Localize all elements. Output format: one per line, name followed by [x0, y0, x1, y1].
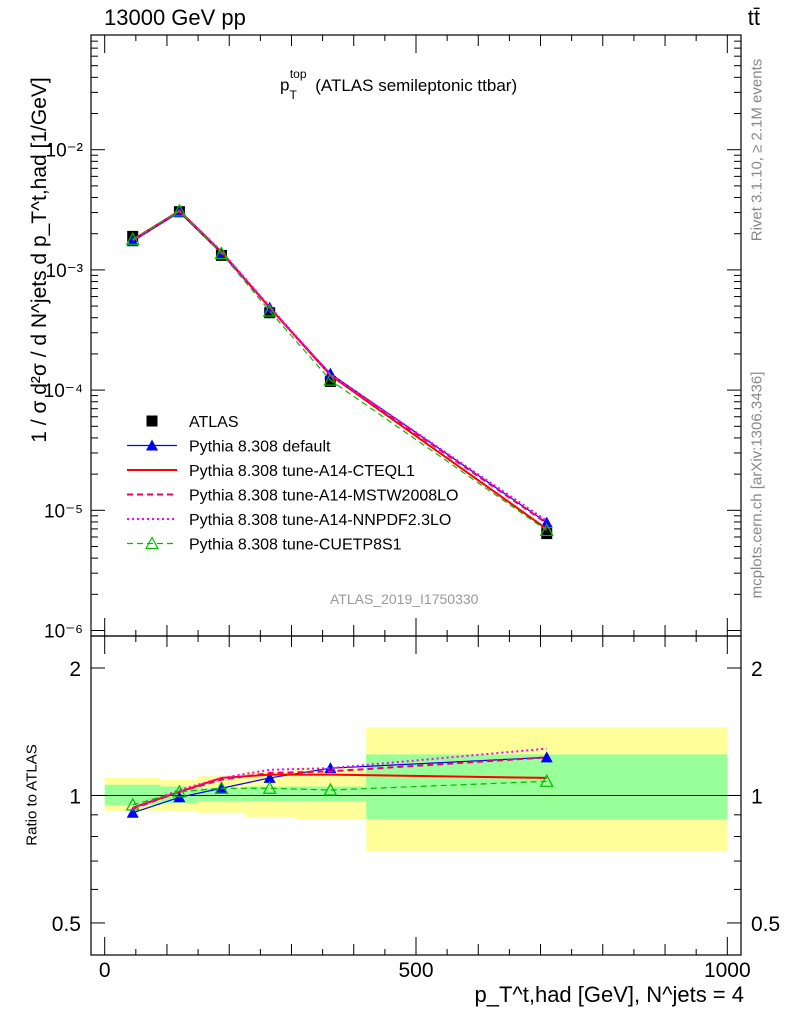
ratio-point-cuetp8s1: [262, 780, 277, 794]
y-tick-label-main: 10⁻²: [46, 141, 84, 162]
main-point-cuetp8s1: [125, 231, 140, 245]
y-tick-label-main: 10⁻⁴: [44, 381, 83, 402]
main-point-default: [126, 235, 139, 247]
legend-marker-cuetp8s1: [144, 536, 160, 550]
plot-title-rest: (ATLAS semileptonic ttbar): [315, 75, 518, 95]
main-point-data: [541, 528, 553, 540]
ratio-series-line-cuetp8s1: [132, 780, 547, 806]
legend-label: Pythia 8.308 tune-A14-NNPDF2.3LO: [189, 512, 451, 529]
ratio-y-tick-label-right: 2: [751, 658, 763, 681]
main-point-cuetp8s1: [172, 203, 187, 217]
ratio-point-cuetp8s1: [323, 782, 338, 796]
main-point-cuetp8s1: [262, 303, 277, 317]
main-point-cuetp8s1: [214, 246, 229, 260]
analysis-id-label: ATLAS_2019_I1750330: [330, 591, 479, 607]
ratio-series-line-mstw: [132, 756, 547, 810]
ratio-series-line-default: [132, 756, 547, 814]
x-tick-label: 0: [99, 959, 111, 982]
ratio-y-tick-label-right: 0.5: [751, 913, 780, 936]
ratio-point-cuetp8s1: [172, 784, 187, 798]
legend-label: Pythia 8.308 tune-CUETP8S1: [189, 537, 402, 554]
ratio-y-tick-label: 1: [69, 785, 81, 808]
main-point-default: [540, 516, 553, 528]
x-tick-label: 500: [398, 959, 433, 982]
ratio-band-inner: [104, 784, 161, 805]
legend-marker-data: [146, 415, 158, 427]
ratio-band-inner: [294, 786, 367, 802]
legend-label: Pythia 8.308 default: [189, 439, 331, 456]
main-point-cuetp8s1: [539, 523, 554, 537]
ratio-point-cuetp8s1: [214, 780, 229, 794]
ratio-point-default: [126, 806, 139, 818]
plot-title-sub: T: [289, 88, 297, 103]
process-label: tt̄: [747, 5, 760, 30]
ratio-band-inner: [198, 788, 245, 802]
x-axis-label: p_T^t,had [GeV], N^jets = 4: [474, 982, 745, 1007]
ratio-point-default: [540, 751, 553, 763]
main-point-cuetp8s1: [323, 372, 338, 386]
ratio-series-line-nnpdf: [132, 747, 547, 809]
collision-energy-label: 13000 GeV pp: [104, 5, 246, 30]
plot-title-main: p: [280, 75, 290, 95]
main-point-data: [324, 375, 336, 387]
y-tick-label-main: 10⁻³: [46, 261, 84, 282]
ratio-y-tick-label: 0.5: [52, 913, 81, 936]
legend-label: ATLAS: [189, 414, 239, 431]
ratio-point-cuetp8s1: [125, 797, 140, 811]
y-tick-label-main: 10⁻⁵: [44, 501, 83, 522]
plot-title-sup: top: [289, 67, 307, 81]
ratio-point-cuetp8s1: [539, 774, 554, 787]
x-tick-label: 1000: [704, 959, 751, 982]
legend-label: Pythia 8.308 tune-A14-CTEQL1: [189, 463, 415, 480]
main-point-data: [264, 307, 276, 319]
plot-title: pTtop (ATLAS semileptonic ttbar): [280, 68, 518, 101]
main-series-line-cuetp8s1: [132, 210, 548, 531]
ratio-point-default: [263, 771, 276, 783]
ratio-y-tick-label-right: 1: [751, 785, 763, 808]
legend-label: Pythia 8.308 tune-A14-MSTW2008LO: [189, 488, 458, 505]
legend-marker-default: [146, 439, 158, 451]
ratio-y-tick-label: 2: [69, 658, 81, 681]
y-tick-label-main: 10⁻⁶: [44, 621, 83, 642]
